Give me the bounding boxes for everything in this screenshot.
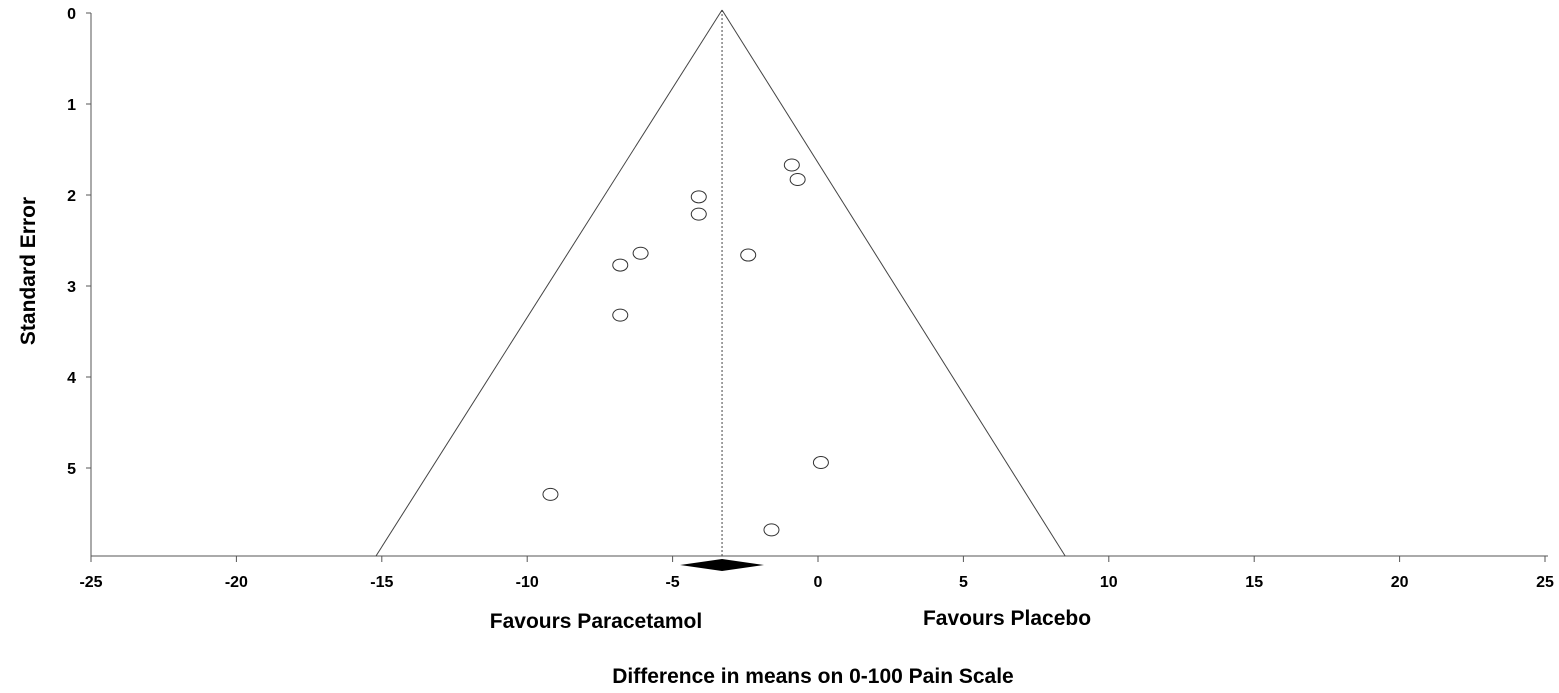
study-point (812, 456, 829, 470)
study-point (783, 158, 800, 172)
y-axis-title: Standard Error (17, 197, 40, 345)
pooled-estimate-diamond (680, 559, 765, 571)
funnel (375, 9, 1066, 571)
x-tick-label: -20 (225, 574, 248, 591)
x-tick-label: -15 (370, 574, 393, 591)
study-point (612, 308, 629, 322)
y-tick-label: 4 (67, 370, 76, 387)
study-point (740, 248, 757, 262)
x-tick-label: -5 (665, 574, 679, 591)
study-point (612, 258, 629, 272)
annotation-right: Favours Placebo (923, 607, 1091, 630)
x-tick-label: 0 (814, 574, 823, 591)
x-tick-label: -25 (79, 574, 102, 591)
funnel-left-boundary (375, 9, 723, 557)
data-points (542, 158, 829, 537)
funnel-right-boundary (721, 9, 1066, 557)
study-point (763, 523, 780, 537)
y-tick-label: 3 (67, 279, 76, 296)
labels: Favours Paracetamol Favours Placebo Diff… (17, 197, 1091, 688)
y-tick-label: 5 (67, 461, 76, 478)
y-tick-label: 2 (67, 188, 76, 205)
study-point (789, 173, 806, 187)
x-tick-label: 25 (1536, 574, 1554, 591)
x-tick-label: 20 (1391, 574, 1409, 591)
x-tick-label: 10 (1100, 574, 1118, 591)
x-axis-title: Difference in means on 0-100 Pain Scale (612, 665, 1014, 688)
x-tick-label: -10 (516, 574, 539, 591)
study-point (690, 190, 707, 204)
x-tick-label: 15 (1245, 574, 1263, 591)
study-point (690, 207, 707, 221)
annotation-left: Favours Paracetamol (490, 610, 702, 633)
y-tick-label: 0 (67, 6, 76, 23)
y-tick-label: 1 (67, 97, 76, 114)
study-point (542, 487, 559, 501)
x-tick-label: 5 (959, 574, 968, 591)
study-point (632, 246, 649, 260)
axes: 0 1 2 3 4 5 -25 -20 -15 -10 -5 0 5 10 15 20 25 (67, 6, 1554, 591)
